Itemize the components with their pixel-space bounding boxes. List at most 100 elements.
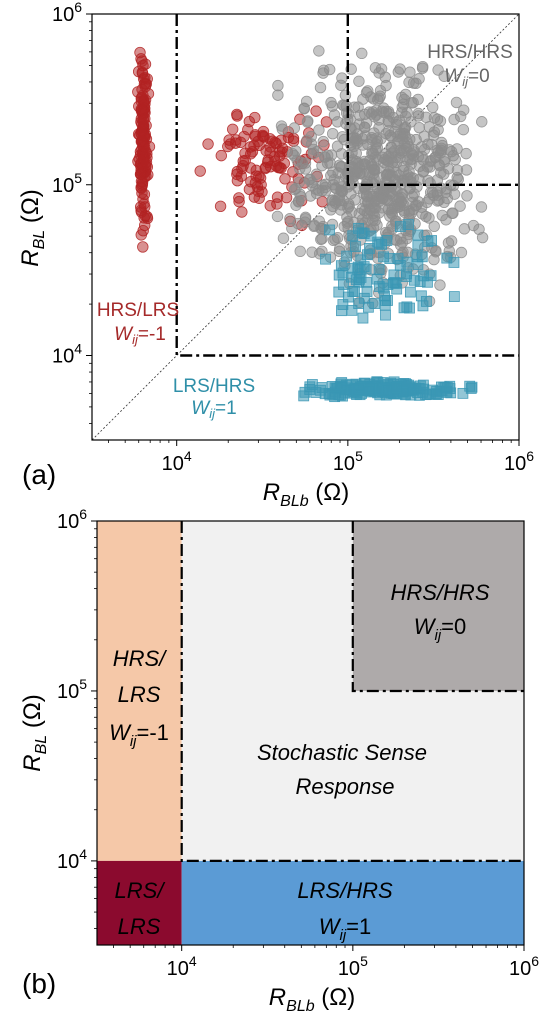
data-point xyxy=(397,133,409,145)
data-point xyxy=(320,253,331,265)
data-point xyxy=(394,63,406,75)
data-point xyxy=(245,175,257,188)
data-point xyxy=(397,98,410,110)
data-point xyxy=(275,120,288,132)
data-point xyxy=(244,162,257,174)
data-point xyxy=(140,156,153,169)
panel-a-annotation-hrs-lrs: HRS/LRS Wij=-1 xyxy=(97,300,179,347)
region-lrs-hrs-w: Wij=1 xyxy=(319,914,372,944)
region-lrs-hrs xyxy=(181,860,524,945)
data-point xyxy=(337,267,349,279)
data-point xyxy=(352,264,364,276)
panel-a-points xyxy=(132,45,489,403)
data-point xyxy=(317,135,330,148)
data-point xyxy=(361,286,373,297)
data-point xyxy=(264,200,276,212)
data-point xyxy=(306,246,318,258)
data-point xyxy=(304,173,316,186)
data-point xyxy=(314,81,327,94)
region-hrs-lrs xyxy=(97,521,182,861)
data-point xyxy=(421,296,432,307)
data-point xyxy=(432,64,444,76)
panel-a-ytick-label: 105 xyxy=(52,170,82,197)
data-point xyxy=(467,219,480,232)
data-point xyxy=(337,99,349,111)
data-point xyxy=(252,185,264,197)
data-point xyxy=(427,189,440,202)
data-point xyxy=(231,108,243,121)
data-point xyxy=(370,143,382,156)
panel-b-boundary-high xyxy=(351,521,524,693)
data-point xyxy=(224,138,236,150)
panel-a-frame xyxy=(91,13,520,441)
data-point xyxy=(307,147,320,160)
panel-b-boundaries xyxy=(180,521,524,862)
data-point xyxy=(135,135,148,147)
ann-lrs-hrs-label: LRS/HRS xyxy=(173,376,255,397)
data-point xyxy=(358,155,371,168)
data-point xyxy=(457,387,469,399)
data-point xyxy=(427,129,440,141)
data-point xyxy=(441,381,453,393)
data-point xyxy=(249,129,261,141)
data-point xyxy=(269,136,281,149)
svg-text:Wij=1: Wij=1 xyxy=(191,398,236,421)
region-stochastic-line1: Stochastic Sense xyxy=(257,740,427,765)
data-point xyxy=(215,149,227,162)
ann-hrs-lrs-w-sub: ij xyxy=(132,332,139,347)
data-point xyxy=(350,241,361,252)
data-point xyxy=(406,153,418,165)
panel-b-boundary-low xyxy=(180,521,524,862)
data-point xyxy=(365,230,377,242)
data-point xyxy=(438,156,451,168)
data-point xyxy=(139,77,152,90)
data-point xyxy=(373,264,385,276)
data-point xyxy=(430,388,442,400)
data-point xyxy=(402,141,415,153)
region-stochastic-line2: Response xyxy=(295,774,394,799)
data-point xyxy=(284,212,296,225)
data-point xyxy=(287,135,300,147)
data-point xyxy=(310,105,322,117)
data-point xyxy=(375,63,388,75)
data-point xyxy=(272,89,284,101)
data-point xyxy=(134,46,146,59)
data-point xyxy=(417,60,429,73)
ann-hrs-hrs-label: HRS/HRS xyxy=(427,42,513,63)
data-point xyxy=(353,75,365,87)
panel-b-label: (b) xyxy=(22,968,56,999)
data-point xyxy=(415,201,428,213)
panel-b-xtick-label: 104 xyxy=(167,953,197,980)
data-point xyxy=(271,191,284,203)
data-point xyxy=(412,229,424,241)
data-point xyxy=(457,123,470,136)
data-point xyxy=(135,103,147,115)
data-point xyxy=(420,210,432,223)
data-point xyxy=(404,302,415,314)
data-point xyxy=(299,386,311,398)
ann-hrs-hrs-w-val: =0 xyxy=(468,66,490,87)
ann-lrs-hrs-w-sub: ij xyxy=(209,406,216,421)
data-point xyxy=(333,286,345,298)
data-point xyxy=(367,214,379,226)
data-point xyxy=(368,202,380,214)
data-point xyxy=(362,249,373,261)
region-hrs-lrs-line2: LRS xyxy=(118,682,161,707)
ann-hrs-lrs-w: W xyxy=(114,324,134,345)
data-point xyxy=(446,207,458,219)
data-point xyxy=(347,230,359,242)
data-point xyxy=(334,194,346,207)
data-point xyxy=(454,110,467,123)
data-point xyxy=(286,222,298,235)
region-lrs-lrs-line2: LRS xyxy=(118,914,161,939)
data-point xyxy=(332,167,344,179)
data-point xyxy=(336,131,349,143)
data-point xyxy=(367,106,379,118)
data-point xyxy=(300,95,313,108)
panel-a-ytick-label: 106 xyxy=(52,0,82,26)
data-point xyxy=(354,389,366,401)
data-point xyxy=(272,79,284,92)
panel-b: HRS/ LRS Wij=-1 LRS/ LRS LRS/HRS Wij=1 S… xyxy=(19,506,539,1015)
data-point xyxy=(380,309,391,321)
region-hrs-lrs-line1: HRS/ xyxy=(113,646,167,671)
